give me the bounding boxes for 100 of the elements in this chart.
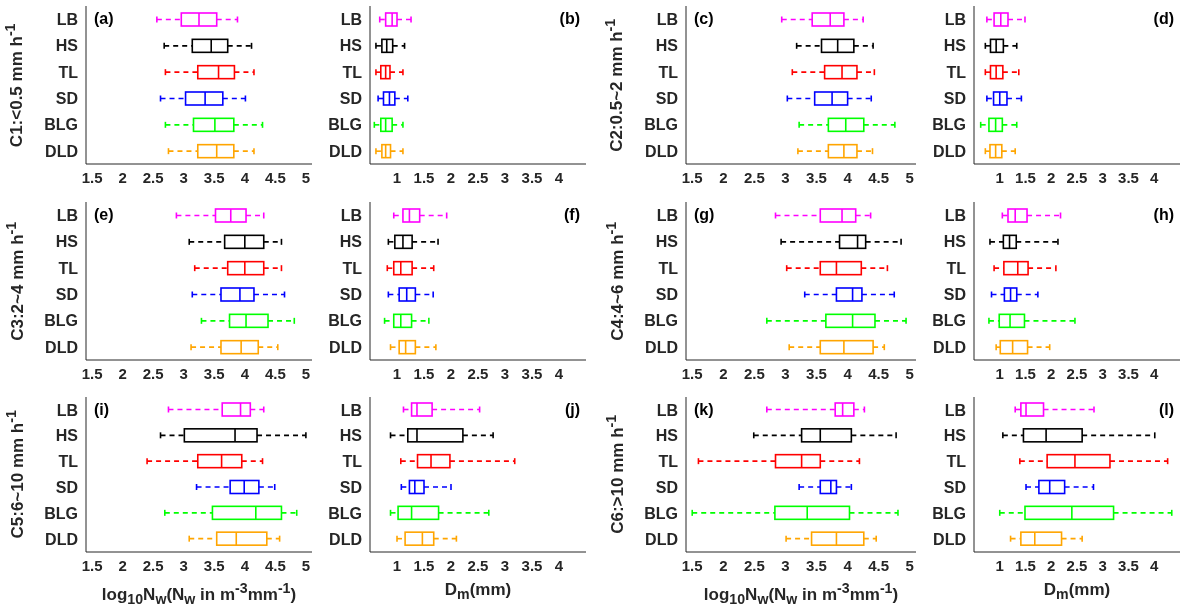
x-tick-label: 2.5 bbox=[1066, 364, 1088, 382]
x-tick-label: 5 bbox=[301, 556, 311, 574]
y-tick-label: BLG bbox=[44, 312, 78, 330]
x-tick-label: 3 bbox=[781, 168, 790, 186]
x-tick-label: 4 bbox=[843, 556, 853, 574]
x-tick-label: 2.5 bbox=[142, 556, 164, 574]
y-tick-label: HS bbox=[943, 427, 967, 445]
y-tick-label: DLD bbox=[933, 142, 966, 160]
annotation: (e) bbox=[94, 206, 114, 224]
y-tick-label: DLD bbox=[45, 142, 78, 160]
x-tick-label: 3 bbox=[500, 168, 510, 186]
y-tick-label: LB bbox=[944, 206, 966, 224]
x-tick-label: 3.5 bbox=[203, 168, 225, 186]
x-tick-label: 3.5 bbox=[806, 168, 827, 186]
x-tick-label: 4.5 bbox=[264, 168, 286, 186]
y-tick-label: SD bbox=[339, 285, 362, 303]
y-tick-label: SD bbox=[655, 479, 678, 497]
annotation: (c) bbox=[694, 10, 714, 28]
y-tick-label: LB bbox=[340, 10, 362, 28]
x-tick-label: 3 bbox=[781, 364, 790, 382]
y-tick-label: SD bbox=[55, 285, 78, 303]
y-tick-label: SD bbox=[339, 89, 362, 107]
y-tick-label: SD bbox=[655, 285, 678, 303]
x-tick-label: 4 bbox=[554, 364, 564, 382]
y-tick-label: BLG bbox=[644, 504, 678, 522]
y-tick-label: TL bbox=[946, 259, 967, 277]
y-tick-label: HS bbox=[339, 427, 363, 445]
x-tick-label: 1.5 bbox=[1015, 556, 1036, 574]
annotation: (j) bbox=[564, 401, 580, 419]
x-tick-label: 2 bbox=[446, 168, 456, 186]
y-tick-label: TL bbox=[658, 63, 679, 81]
y-tick-label: SD bbox=[943, 89, 966, 107]
text: log$_{10}$N$_{w}$(N$_{w}$ in m$^{-3}$mm$^{-1}$) bbox=[703, 580, 899, 608]
x-tick-label: 2.5 bbox=[743, 168, 765, 186]
x-tick-label: 3.5 bbox=[203, 556, 225, 574]
x-tick-label: 3 bbox=[179, 364, 188, 382]
annotation: (b) bbox=[559, 10, 580, 28]
y-tick-label: BLG bbox=[44, 504, 78, 522]
x-tick-label: 1.5 bbox=[681, 168, 703, 186]
y-tick-label: LB bbox=[656, 206, 678, 224]
x-tick-label: 2.5 bbox=[467, 168, 489, 186]
y-tick-label: DLD bbox=[329, 530, 362, 548]
x-tick-label: 1 bbox=[392, 168, 402, 186]
x-tick-label: 3 bbox=[179, 168, 188, 186]
y-tick-label: HS bbox=[655, 37, 679, 55]
x-tick-label: 2 bbox=[719, 168, 728, 186]
y-tick-label: SD bbox=[55, 89, 78, 107]
x-tick-label: 2 bbox=[118, 364, 127, 382]
y-tick-label: BLG bbox=[328, 504, 362, 522]
y-tick-label: SD bbox=[339, 479, 362, 497]
x-tick-label: 1.5 bbox=[413, 364, 435, 382]
y-tick-label: BLG bbox=[328, 116, 362, 134]
y-tick-label: LB bbox=[56, 206, 78, 224]
y-tick-label: TL bbox=[58, 453, 79, 471]
y-tick-label: HS bbox=[55, 427, 79, 445]
x-tick-label: 4.5 bbox=[868, 168, 890, 186]
y-tick-label: LB bbox=[656, 10, 678, 28]
y-tick-label: TL bbox=[58, 63, 79, 81]
y-tick-label: HS bbox=[655, 427, 679, 445]
y-tick-label: DLD bbox=[933, 530, 966, 548]
y-tick-label: LB bbox=[944, 10, 966, 28]
x-tick-label: 1.5 bbox=[1015, 168, 1036, 186]
x-tick-label: 3.5 bbox=[521, 168, 543, 186]
x-tick-label: 2.5 bbox=[743, 556, 765, 574]
x-tick-label: 2.5 bbox=[142, 364, 164, 382]
x-axis-title: D$_{m}$(mm) bbox=[443, 580, 513, 603]
x-tick-label: 4 bbox=[240, 556, 250, 574]
y-tick-label: BLG bbox=[328, 312, 362, 330]
y-tick-label: TL bbox=[342, 453, 363, 471]
y-tick-label: HS bbox=[55, 37, 79, 55]
x-tick-label: 2.5 bbox=[1066, 168, 1088, 186]
y-tick-label: TL bbox=[342, 63, 363, 81]
x-tick-label: 3.5 bbox=[806, 364, 827, 382]
x-tick-label: 3 bbox=[1098, 168, 1107, 186]
y-tick-label: TL bbox=[946, 63, 967, 81]
y-tick-label: SD bbox=[943, 479, 966, 497]
x-tick-label: 3 bbox=[781, 556, 790, 574]
x-tick-label: 3.5 bbox=[1118, 364, 1139, 382]
y-tick-label: BLG bbox=[932, 116, 966, 134]
y-tick-label: TL bbox=[342, 259, 363, 277]
y-tick-label: LB bbox=[56, 401, 78, 419]
annotation: (g) bbox=[694, 206, 715, 224]
x-tick-label: 4 bbox=[843, 364, 853, 382]
y-tick-label: BLG bbox=[644, 312, 678, 330]
x-tick-label: 5 bbox=[905, 364, 914, 382]
x-tick-label: 4 bbox=[1150, 168, 1160, 186]
x-tick-label: 3.5 bbox=[521, 364, 543, 382]
annotation: (h) bbox=[1153, 206, 1174, 224]
annotation: (k) bbox=[694, 401, 714, 419]
x-tick-label: 4 bbox=[240, 364, 250, 382]
annotation: (d) bbox=[1153, 10, 1174, 28]
y-tick-label: DLD bbox=[329, 142, 362, 160]
x-tick-label: 4 bbox=[1150, 556, 1160, 574]
y-tick-label: LB bbox=[340, 206, 362, 224]
x-tick-label: 2.5 bbox=[467, 364, 489, 382]
x-tick-label: 1.5 bbox=[681, 364, 703, 382]
x-tick-label: 3.5 bbox=[1118, 168, 1139, 186]
annotation: (a) bbox=[94, 10, 114, 28]
x-tick-label: 2.5 bbox=[142, 168, 164, 186]
y-tick-label: DLD bbox=[645, 530, 678, 548]
